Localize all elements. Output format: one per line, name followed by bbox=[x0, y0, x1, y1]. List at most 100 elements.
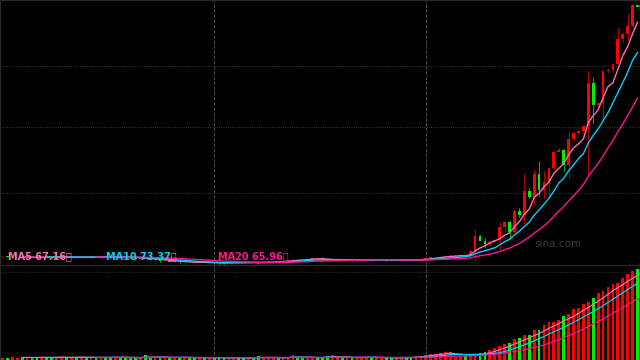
Bar bbox=[307, 358, 309, 360]
Bar bbox=[346, 358, 348, 360]
Bar bbox=[390, 260, 393, 261]
Bar bbox=[493, 348, 496, 360]
Bar bbox=[336, 358, 339, 360]
Bar bbox=[232, 358, 236, 360]
Bar bbox=[548, 322, 550, 360]
Bar bbox=[40, 257, 44, 258]
Bar bbox=[109, 357, 112, 360]
Bar bbox=[228, 358, 230, 360]
Bar bbox=[552, 152, 555, 168]
Bar bbox=[631, 5, 634, 26]
Bar bbox=[607, 70, 609, 71]
Bar bbox=[183, 358, 186, 360]
Bar bbox=[26, 357, 28, 360]
Bar bbox=[459, 356, 461, 360]
Bar bbox=[100, 256, 102, 258]
Bar bbox=[612, 64, 614, 70]
Bar bbox=[326, 356, 329, 360]
Bar bbox=[173, 358, 176, 360]
Bar bbox=[577, 131, 580, 133]
Bar bbox=[252, 357, 255, 360]
Bar bbox=[134, 258, 137, 259]
Bar bbox=[488, 242, 492, 244]
Bar bbox=[543, 325, 545, 360]
Bar bbox=[45, 357, 48, 360]
Bar bbox=[100, 357, 102, 360]
Bar bbox=[6, 256, 9, 257]
Bar bbox=[129, 358, 132, 360]
Bar bbox=[415, 356, 417, 360]
Bar bbox=[468, 251, 472, 256]
Bar bbox=[75, 357, 77, 360]
Bar bbox=[380, 357, 383, 360]
Bar bbox=[587, 302, 589, 360]
Bar bbox=[454, 357, 457, 360]
Bar bbox=[154, 357, 156, 360]
Bar bbox=[587, 83, 589, 126]
Bar bbox=[282, 358, 284, 360]
Bar bbox=[627, 274, 629, 360]
Bar bbox=[503, 344, 506, 360]
Bar bbox=[602, 71, 604, 103]
Bar bbox=[577, 309, 580, 360]
Bar bbox=[459, 255, 461, 256]
Bar bbox=[567, 139, 570, 165]
Bar bbox=[311, 357, 314, 360]
Bar bbox=[572, 310, 575, 360]
Bar bbox=[257, 356, 260, 360]
Bar bbox=[612, 284, 614, 360]
Bar bbox=[532, 175, 536, 197]
Bar bbox=[75, 257, 77, 258]
Bar bbox=[528, 191, 531, 197]
Bar bbox=[134, 358, 137, 360]
Bar bbox=[631, 271, 634, 360]
Bar bbox=[164, 357, 166, 360]
Bar bbox=[557, 320, 560, 360]
Bar bbox=[307, 259, 309, 260]
Bar bbox=[60, 357, 63, 360]
Bar bbox=[479, 353, 481, 360]
Bar bbox=[621, 34, 624, 40]
Bar bbox=[523, 335, 525, 360]
Bar bbox=[119, 358, 122, 360]
Bar bbox=[16, 358, 19, 360]
Bar bbox=[484, 240, 486, 244]
Bar bbox=[499, 346, 501, 360]
Bar bbox=[301, 357, 304, 360]
Bar bbox=[119, 256, 122, 257]
Bar bbox=[435, 354, 437, 360]
Bar bbox=[508, 343, 511, 360]
Bar bbox=[272, 358, 275, 360]
Bar bbox=[104, 357, 108, 360]
Bar bbox=[415, 259, 417, 260]
Bar bbox=[439, 353, 442, 360]
Bar bbox=[444, 256, 447, 257]
Bar bbox=[385, 358, 388, 360]
Bar bbox=[228, 262, 230, 264]
Bar bbox=[607, 287, 609, 360]
Bar bbox=[124, 257, 127, 258]
Bar bbox=[218, 358, 220, 360]
Text: MA5 67.16万: MA5 67.16万 bbox=[8, 251, 72, 261]
Bar bbox=[390, 358, 393, 360]
Bar bbox=[429, 257, 432, 258]
Bar bbox=[532, 330, 536, 360]
Bar bbox=[168, 260, 172, 262]
Bar bbox=[499, 228, 501, 240]
Bar bbox=[203, 357, 205, 360]
Bar bbox=[410, 357, 412, 360]
Bar bbox=[51, 358, 53, 360]
Bar bbox=[346, 260, 348, 261]
Bar bbox=[572, 133, 575, 139]
Bar bbox=[340, 358, 344, 360]
Bar bbox=[95, 257, 97, 258]
Bar bbox=[563, 150, 565, 165]
Bar bbox=[563, 316, 565, 360]
Bar bbox=[400, 358, 403, 360]
Bar bbox=[592, 83, 595, 105]
Bar bbox=[159, 358, 161, 360]
Bar bbox=[331, 355, 333, 360]
Bar bbox=[503, 222, 506, 228]
Bar bbox=[262, 262, 265, 263]
Bar bbox=[95, 358, 97, 360]
